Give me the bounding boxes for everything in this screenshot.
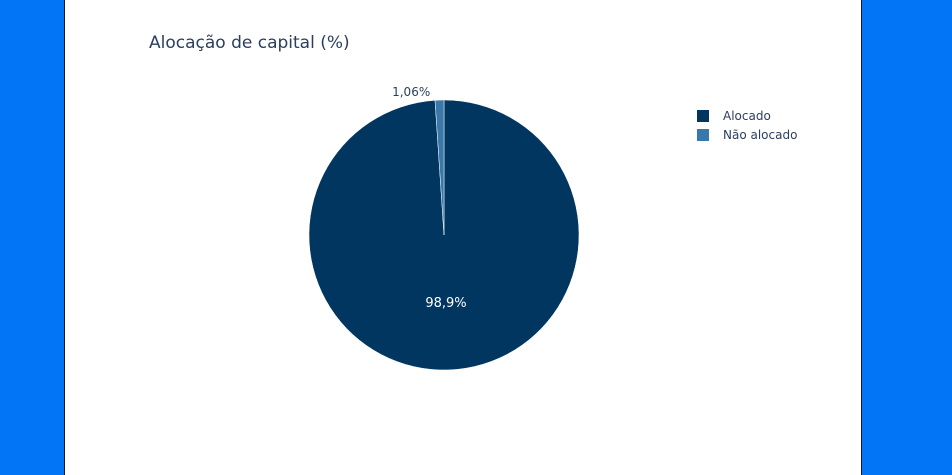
pie-slices: [308, 99, 580, 371]
pie-slice-nao-alocado[interactable]: [434, 99, 445, 236]
chart-panel: Alocação de capital (%) 98,9% 1,06% Aloc…: [64, 0, 862, 475]
legend-item-alocado[interactable]: Alocado: [697, 106, 797, 125]
legend-item-nao-alocado[interactable]: Não alocado: [697, 125, 797, 144]
legend-label-alocado: Alocado: [723, 108, 771, 123]
legend-label-nao-alocado: Não alocado: [723, 127, 798, 142]
pie-labels: 98,9% 1,06%: [392, 85, 467, 311]
slice-label-alocado: 98,9%: [425, 296, 466, 311]
legend-swatch-alocado: [697, 109, 709, 122]
legend-swatch-nao-alocado: [697, 128, 709, 141]
pie-chart: 98,9% 1,06%: [308, 85, 580, 371]
slice-label-nao-alocado: 1,06%: [392, 85, 430, 99]
chart-title: Alocação de capital (%): [149, 33, 350, 53]
legend: Alocado Não alocado: [697, 106, 797, 144]
